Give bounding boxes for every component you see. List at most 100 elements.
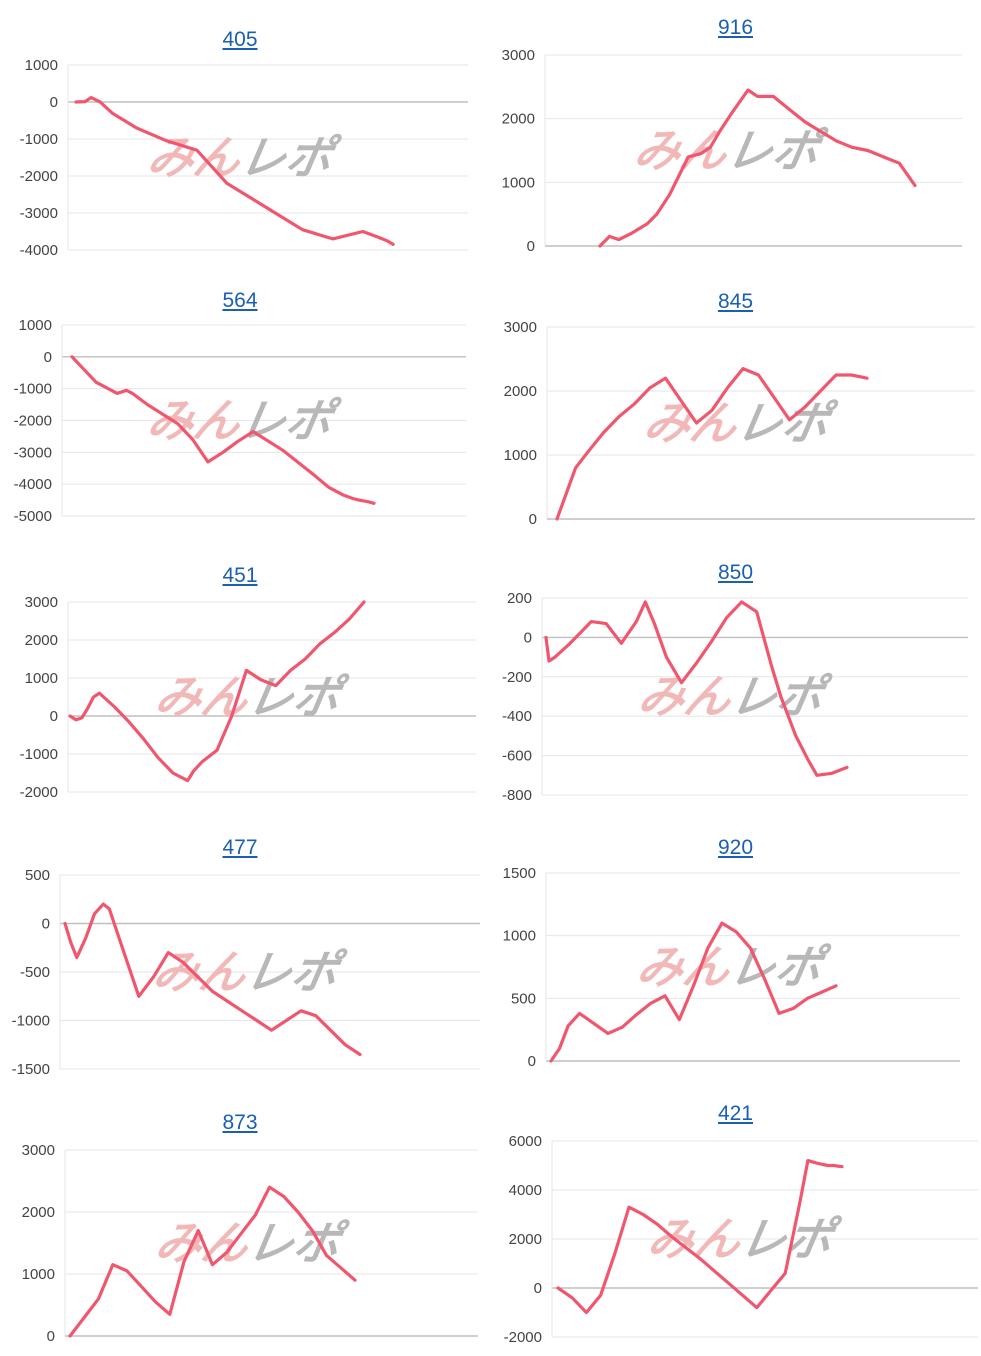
y-tick-label: -2000 xyxy=(20,168,58,185)
y-tick-label: -1000 xyxy=(20,131,58,148)
y-tick-label: 3000 xyxy=(502,47,535,64)
chart-title-link[interactable]: 916 xyxy=(717,16,754,39)
chart-panel: 3000 2000 1000 0 みんレポ 873 xyxy=(0,1110,480,1356)
line-chart: 3000 2000 1000 0 みんレポ xyxy=(504,319,975,528)
watermark-logo: みんレポ xyxy=(151,1216,351,1270)
y-tick-label: -500 xyxy=(20,964,50,981)
line-chart: 200 0 -200 -400 -600 -800 みんレポ xyxy=(502,590,968,804)
watermark-logo: みんレポ xyxy=(143,394,343,448)
chart-panel: 200 0 -200 -400 -600 -800 みんレポ 850 xyxy=(490,560,981,810)
series-line xyxy=(549,921,838,1063)
y-tick-label: 3000 xyxy=(25,594,58,611)
y-tick-label: -2000 xyxy=(504,1329,542,1346)
y-tick-label: 1000 xyxy=(25,670,58,687)
chart-title-link[interactable]: 477 xyxy=(222,836,258,859)
y-tick-label: 0 xyxy=(529,511,537,528)
y-tick-label: -5000 xyxy=(14,508,52,525)
y-tick-label: -3000 xyxy=(14,444,52,461)
line-chart: 3000 2000 1000 0 -1000 -2000 みんレポ xyxy=(20,594,476,801)
y-tick-label: -400 xyxy=(502,708,532,725)
y-tick-label: 0 xyxy=(524,629,532,646)
series-line xyxy=(68,1185,357,1338)
y-tick-label: 1000 xyxy=(19,317,52,334)
watermark-logo: みんレポ xyxy=(633,940,833,994)
y-tick-label: -2000 xyxy=(20,784,58,801)
y-tick-label: 0 xyxy=(44,349,52,366)
series-line xyxy=(70,355,376,505)
y-tick-label: -1000 xyxy=(20,746,58,763)
y-tick-label: 4000 xyxy=(509,1182,542,1199)
y-tick-label: 200 xyxy=(507,590,532,607)
y-tick-label: 1500 xyxy=(503,865,536,882)
watermark-logo: みんレポ xyxy=(640,396,840,450)
chart-title-link[interactable]: 850 xyxy=(717,561,754,584)
y-tick-label: 500 xyxy=(511,990,536,1007)
watermark-logo: みんレポ xyxy=(149,945,349,999)
y-tick-label: -600 xyxy=(502,748,532,765)
series-line xyxy=(74,95,395,246)
line-chart: 3000 2000 1000 0 みんレポ xyxy=(22,1142,478,1345)
line-chart: 3000 2000 1000 0 みんレポ xyxy=(502,47,962,255)
chart-title-link[interactable]: 920 xyxy=(717,836,754,859)
series-line xyxy=(544,600,849,777)
watermark-logo: みんレポ xyxy=(634,670,834,724)
y-tick-label: 2000 xyxy=(25,632,58,649)
chart-panel: 1000 0 -1000 -2000 -3000 -4000 -5000 みんレポ 564 xyxy=(0,285,480,530)
y-tick-label: 2000 xyxy=(509,1231,542,1248)
series-line xyxy=(555,366,869,521)
y-tick-label: 1000 xyxy=(22,1266,55,1283)
y-tick-label: 0 xyxy=(50,708,58,725)
y-tick-label: -200 xyxy=(502,669,532,686)
line-chart: 1000 0 -1000 -2000 -3000 -4000 -5000 みんレポ xyxy=(14,317,466,525)
chart-title-link[interactable]: 451 xyxy=(222,564,258,587)
y-tick-label: -2000 xyxy=(14,413,52,430)
watermark-logo: みんレポ xyxy=(143,131,343,185)
chart-panel: 3000 2000 1000 0 -1000 -2000 みんレポ 451 xyxy=(0,560,480,810)
chart-title-link[interactable]: 405 xyxy=(222,28,258,51)
chart-panel: 500 0 -500 -1000 -1500 みんレポ 477 xyxy=(0,835,480,1085)
chart-panel: 3000 2000 1000 0 みんレポ 845 xyxy=(490,285,981,530)
line-chart: 1500 1000 500 0 みんレポ xyxy=(503,865,960,1070)
y-tick-label: 0 xyxy=(47,1328,55,1345)
y-tick-label: -4000 xyxy=(20,242,58,259)
y-tick-label: 0 xyxy=(527,238,535,255)
chart-title-link[interactable]: 873 xyxy=(222,1111,258,1134)
chart-title-link[interactable]: 564 xyxy=(222,289,258,312)
y-tick-label: 1000 xyxy=(503,928,536,945)
y-tick-label: -800 xyxy=(502,787,532,804)
chart-title-link[interactable]: 845 xyxy=(717,290,754,313)
series-line xyxy=(598,88,917,248)
y-tick-label: -3000 xyxy=(20,205,58,222)
chart-panel: 3000 2000 1000 0 みんレポ 916 xyxy=(490,0,981,270)
chart-panel: 1500 1000 500 0 みんレポ 920 xyxy=(490,835,981,1085)
y-tick-label: 0 xyxy=(50,94,58,111)
y-tick-label: 1000 xyxy=(25,57,58,74)
line-chart: 500 0 -500 -1000 -1500 みんレポ xyxy=(12,867,480,1078)
y-tick-label: 6000 xyxy=(509,1133,542,1150)
line-chart: 1000 0 -1000 -2000 -3000 -4000 みんレポ xyxy=(20,57,468,259)
y-tick-label: -1500 xyxy=(12,1061,50,1078)
series-line xyxy=(63,902,362,1057)
y-tick-label: 3000 xyxy=(22,1142,55,1159)
y-tick-label: 2000 xyxy=(502,111,535,128)
watermark-logo: みんレポ xyxy=(630,124,830,178)
y-tick-label: -4000 xyxy=(14,476,52,493)
y-tick-label: 0 xyxy=(42,916,50,933)
series-line xyxy=(556,1158,844,1315)
y-tick-label: 2000 xyxy=(504,383,537,400)
y-tick-label: 500 xyxy=(25,867,50,884)
watermark-logo: みんレポ xyxy=(151,670,351,724)
chart-panel: 1000 0 -1000 -2000 -3000 -4000 みんレポ 405 xyxy=(0,0,480,270)
chart-title-link[interactable]: 421 xyxy=(717,1102,754,1125)
y-tick-label: 3000 xyxy=(504,319,537,336)
y-tick-label: 0 xyxy=(528,1053,536,1070)
y-tick-label: 1000 xyxy=(504,447,537,464)
series-line xyxy=(68,600,366,783)
y-tick-label: 1000 xyxy=(502,174,535,191)
y-tick-label: -1000 xyxy=(14,381,52,398)
y-tick-label: 0 xyxy=(534,1280,542,1297)
y-tick-label: -1000 xyxy=(12,1013,50,1030)
y-tick-label: 2000 xyxy=(22,1204,55,1221)
chart-panel: 6000 4000 2000 0 -2000 みんレポ 421 xyxy=(490,1100,981,1356)
